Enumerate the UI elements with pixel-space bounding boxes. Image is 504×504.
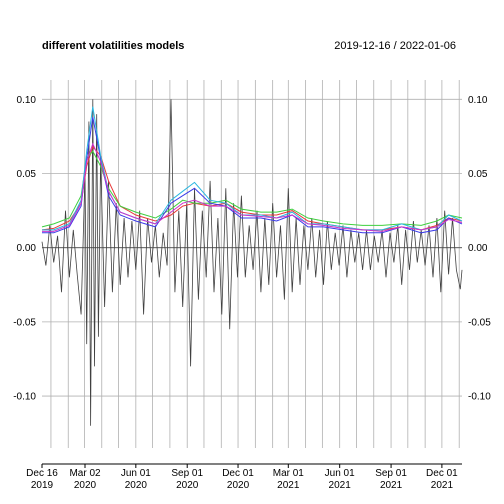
y-tick-label-right: 0.05: [468, 169, 488, 180]
y-tick-label-right: 0.10: [468, 95, 488, 106]
x-tick-year-label: 2021: [277, 480, 300, 491]
x-tick-year-label: 2021: [329, 480, 352, 491]
x-tick-year-label: 2021: [431, 480, 454, 491]
x-tick-label: Jun 01: [325, 468, 355, 479]
left-y-axis: 0.10 0.05 0.00 -0.05 -0.10: [13, 95, 36, 403]
y-tick-label-left: 0.00: [17, 243, 37, 254]
x-tick-label: Jun 01: [121, 468, 151, 479]
x-tick-year-label: 2021: [380, 480, 403, 491]
x-tick-label: Dec 16: [26, 468, 58, 479]
x-tick-label: Sep 01: [171, 468, 203, 479]
y-tick-label-left: -0.05: [13, 317, 36, 328]
volatility-line: [42, 147, 462, 230]
returns-line: [42, 99, 462, 425]
x-tick-year-label: 2020: [227, 480, 250, 491]
y-tick-label-left: 0.10: [17, 95, 37, 106]
x-tick-label: Mar 02: [69, 468, 101, 479]
right-y-axis: 0.10 0.05 0.00 -0.05 -0.10: [468, 95, 491, 403]
y-tick-label-left: -0.10: [13, 392, 36, 403]
x-tick-label: Mar 01: [273, 468, 305, 479]
x-tick-year-label: 2020: [74, 480, 97, 491]
x-tick-label: Dec 01: [222, 468, 254, 479]
y-tick-label-right: -0.05: [468, 317, 491, 328]
y-tick-label-left: 0.05: [17, 169, 37, 180]
returns-series: [42, 99, 462, 425]
x-tick-label: Sep 01: [375, 468, 407, 479]
grid-lines: [42, 80, 462, 448]
y-tick-label-right: 0.00: [468, 243, 488, 254]
x-tick-label: Dec 01: [426, 468, 458, 479]
x-tick-year-label: 2019: [31, 480, 54, 491]
volatility-series: [42, 107, 462, 233]
y-tick-label-right: -0.10: [468, 392, 491, 403]
x-tick-year-label: 2020: [176, 480, 199, 491]
x-tick-year-label: 2020: [125, 480, 148, 491]
